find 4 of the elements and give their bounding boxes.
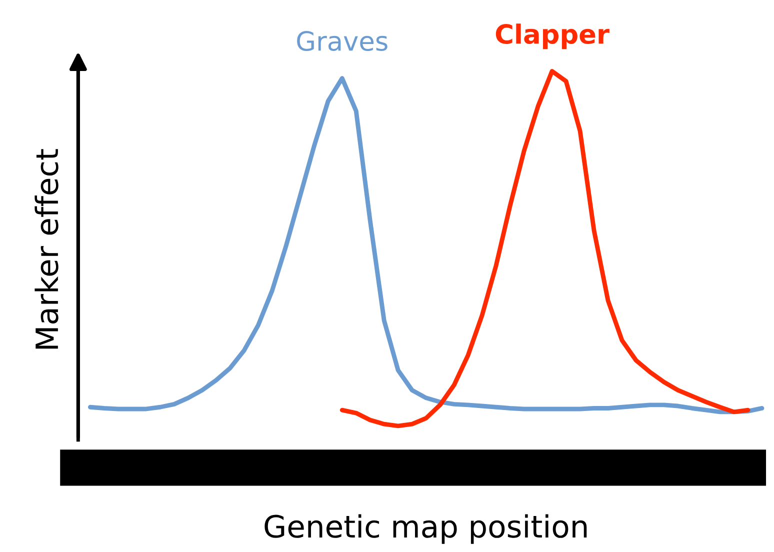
- y-axis-title: Marker effect: [34, 149, 58, 349]
- x-axis-title: Genetic map position: [264, 514, 587, 544]
- series-label: Clapper: [496, 24, 610, 50]
- series-label: Graves: [297, 31, 388, 51]
